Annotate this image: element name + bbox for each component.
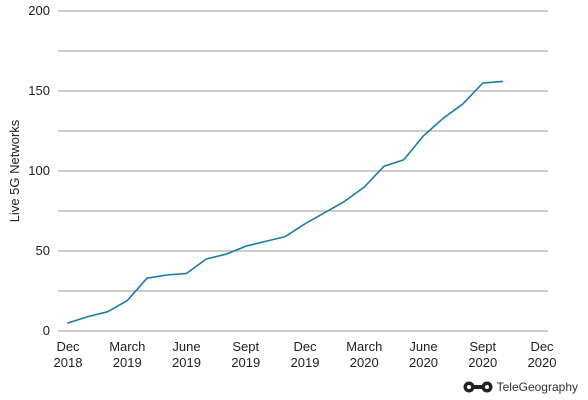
x-tick-label-year: 2019 [291, 355, 320, 370]
y-tick-label: 0 [43, 323, 50, 338]
x-tick-label-year: 2018 [54, 355, 83, 370]
brand-name: TeleGeography [496, 380, 578, 394]
x-tick-label: Sept [469, 339, 496, 354]
x-tick-label: Dec [293, 339, 317, 354]
brand-logo: TeleGeography [463, 380, 578, 394]
x-tick-label-year: 2020 [528, 355, 557, 370]
x-tick-label-year: 2019 [231, 355, 260, 370]
y-tick-label: 150 [28, 83, 50, 98]
series-line [67, 80, 504, 324]
telegeography-logo-icon [463, 381, 493, 393]
x-tick-label-year: 2019 [113, 355, 142, 370]
x-tick-label-year: 2020 [350, 355, 379, 370]
y-axis-label: Live 5G Networks [7, 119, 22, 222]
y-tick-label: 50 [36, 243, 50, 258]
x-tick-label: Dec [56, 339, 80, 354]
x-tick-label: March [346, 339, 382, 354]
x-tick-label: Sept [232, 339, 259, 354]
x-tick-label-year: 2020 [468, 355, 497, 370]
x-tick-label: March [109, 339, 145, 354]
x-tick-label: Dec [530, 339, 554, 354]
y-tick-label: 100 [28, 163, 50, 178]
y-tick-label: 200 [28, 3, 50, 18]
x-tick-label: June [172, 339, 200, 354]
x-tick-label-year: 2020 [409, 355, 438, 370]
x-tick-label-year: 2019 [172, 355, 201, 370]
x-tick-label: June [409, 339, 437, 354]
